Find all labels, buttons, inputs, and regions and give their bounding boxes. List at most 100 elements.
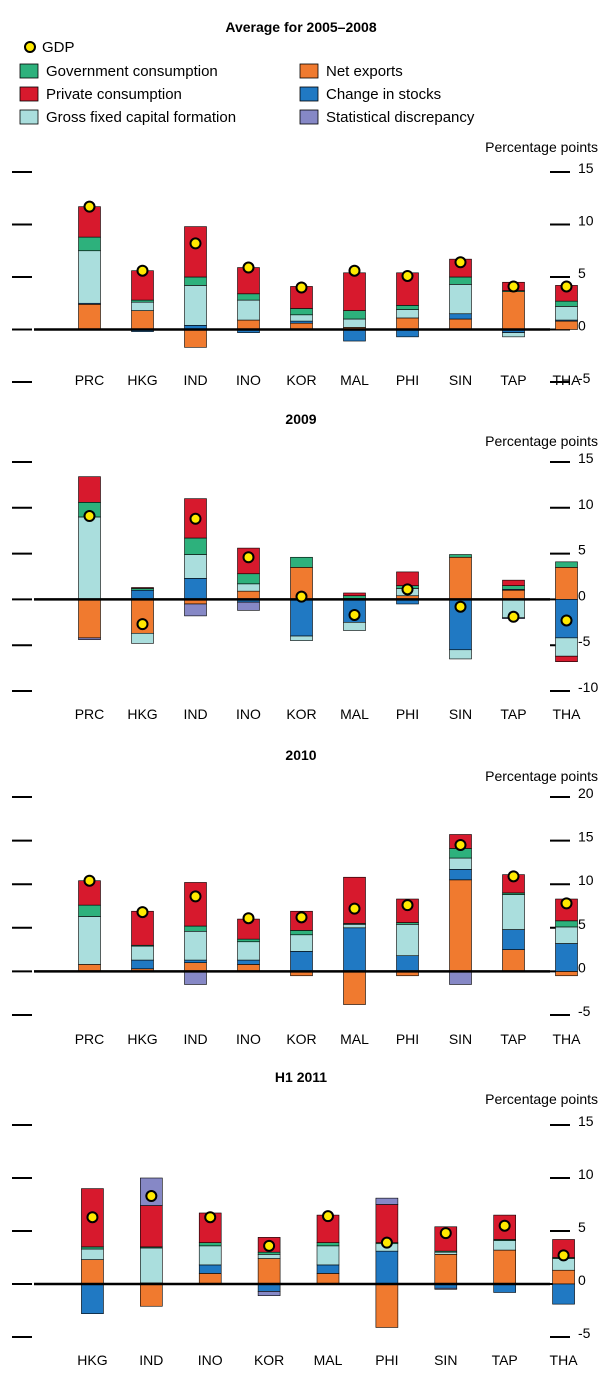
bar-segment-gfcf: [493, 1240, 516, 1251]
y-axis-unit-label: Percentage points: [485, 768, 598, 784]
category-label: PHI: [375, 1352, 398, 1368]
gdp-marker: [136, 906, 149, 919]
bar-segment-stocks: [184, 578, 207, 600]
bar-segment-private: [343, 876, 366, 924]
legend-item-private: Private consumption: [19, 86, 182, 103]
category-label: IND: [183, 372, 207, 388]
bar-segment-government: [237, 938, 260, 943]
gdp-marker: [242, 261, 255, 274]
gdp-marker: [507, 610, 520, 623]
gdp-marker: [83, 510, 96, 523]
y-tick-label: 5: [578, 916, 586, 932]
bar-segment-net-exports: [502, 949, 525, 972]
panel-title: 2010: [285, 747, 316, 763]
bar-segment-discrepancy: [257, 1291, 281, 1296]
bar-segment-gfcf: [237, 941, 260, 961]
bar-segment-net-exports: [493, 1249, 516, 1285]
bar-segment-net-exports: [257, 1258, 281, 1285]
gdp-marker: [189, 890, 202, 903]
bar-segment-net-exports: [343, 971, 366, 1005]
category-label: HKG: [77, 1352, 107, 1368]
bar-segment-private: [131, 587, 154, 589]
y-tick-label: -5: [578, 370, 591, 386]
bar-segment-net-exports: [375, 1283, 399, 1328]
category-label: PRC: [75, 372, 105, 388]
y-tick-label: 5: [578, 1219, 586, 1235]
gdp-marker: [348, 264, 361, 277]
legend-gfcf-label: Gross fixed capital formation: [46, 109, 236, 126]
bar-segment-net-exports: [552, 1269, 575, 1285]
legend-government-label: Government consumption: [46, 63, 218, 80]
bar-segment-gfcf: [449, 857, 472, 870]
category-label: MAL: [340, 372, 369, 388]
bar-segment-stocks: [493, 1283, 516, 1293]
bar-segment-government: [290, 308, 313, 316]
legend-stocks-swatch: [299, 86, 319, 102]
bar-segment-net-exports: [502, 589, 525, 600]
bar-segment-net-exports: [396, 317, 419, 330]
legend-item-government: Government consumption: [19, 63, 218, 80]
category-label: HKG: [127, 706, 157, 722]
panel-title: 2009: [285, 411, 316, 427]
bar-segment-gfcf: [396, 309, 419, 319]
y-tick-label: -10: [578, 679, 598, 695]
bar-segment-stocks: [237, 959, 260, 965]
bar-segment-government: [555, 300, 578, 307]
bar-segment-net-exports: [237, 319, 260, 330]
bar-segment-gfcf: [131, 301, 154, 311]
chart-panel-2010: 2010 Percentage points 20 15 10 5 0 -5 PRC HKG I…: [12, 747, 598, 1047]
legend-private-swatch: [19, 86, 39, 102]
y-tick-label: 0: [578, 318, 586, 334]
bar-segment-gfcf: [290, 314, 313, 322]
bar-segment-gfcf: [81, 1248, 104, 1260]
bar-segment-gfcf: [343, 924, 366, 929]
legend-gfcf-swatch: [19, 109, 39, 125]
bar-segment-gfcf: [237, 583, 260, 592]
bar-segment-stocks: [449, 869, 472, 881]
bar-segment-government: [290, 556, 313, 568]
category-label: PHI: [396, 1031, 419, 1047]
category-label: IND: [139, 1352, 163, 1368]
y-tick-label: 20: [578, 785, 594, 801]
category-label: KOR: [286, 1031, 316, 1047]
bar-segment-government: [343, 595, 366, 599]
bar-segment-discrepancy: [78, 637, 101, 641]
category-label: THA: [550, 1352, 579, 1368]
gdp-marker: [242, 912, 255, 925]
category-label: SIN: [434, 1352, 457, 1368]
bar-segment-government: [198, 1242, 222, 1247]
legend-item-gfcf: Gross fixed capital formation: [19, 109, 236, 126]
y-axis-unit-label: Percentage points: [485, 1091, 598, 1107]
category-label: SIN: [449, 706, 472, 722]
bar-segment-net-exports: [81, 1259, 104, 1285]
bar-segment-stocks: [502, 929, 525, 950]
bar-segment-private: [502, 579, 525, 586]
bar-segment-gfcf: [434, 1251, 458, 1255]
bar-segment-net-exports: [184, 962, 207, 972]
bar-segment-gfcf: [78, 916, 101, 965]
y-tick-label: 5: [578, 542, 586, 558]
bar-segment-net-exports: [449, 318, 472, 330]
y-tick-label: 5: [578, 265, 586, 281]
bar-segment-government: [502, 585, 525, 590]
legend-discrepancy-label: Statistical discrepancy: [326, 109, 475, 126]
y-tick-label: -5: [578, 1325, 591, 1341]
y-tick-label: 15: [578, 160, 594, 176]
bar-segment-government: [396, 305, 419, 310]
gdp-marker: [322, 1210, 334, 1223]
bar-segment-gfcf: [555, 306, 578, 321]
bar-segment-private: [78, 476, 101, 503]
gdp-marker: [401, 583, 414, 596]
bar-segment-gfcf: [140, 1247, 163, 1284]
category-label: PRC: [75, 1031, 105, 1047]
gdp-marker: [295, 590, 308, 603]
gdp-marker: [145, 1190, 158, 1203]
legend-stocks-label: Change in stocks: [326, 86, 441, 103]
legend-net-exports-swatch: [299, 63, 319, 79]
category-label: TAP: [492, 1352, 518, 1368]
y-axis-unit-label: Percentage points: [485, 433, 598, 449]
panel-title: H1 2011: [275, 1069, 327, 1085]
chart-panel-average-2005-2008: Average for 2005–2008 Percentage points …: [12, 19, 598, 388]
bar-segment-gfcf: [198, 1245, 222, 1266]
bar-segment-stocks: [131, 589, 154, 600]
